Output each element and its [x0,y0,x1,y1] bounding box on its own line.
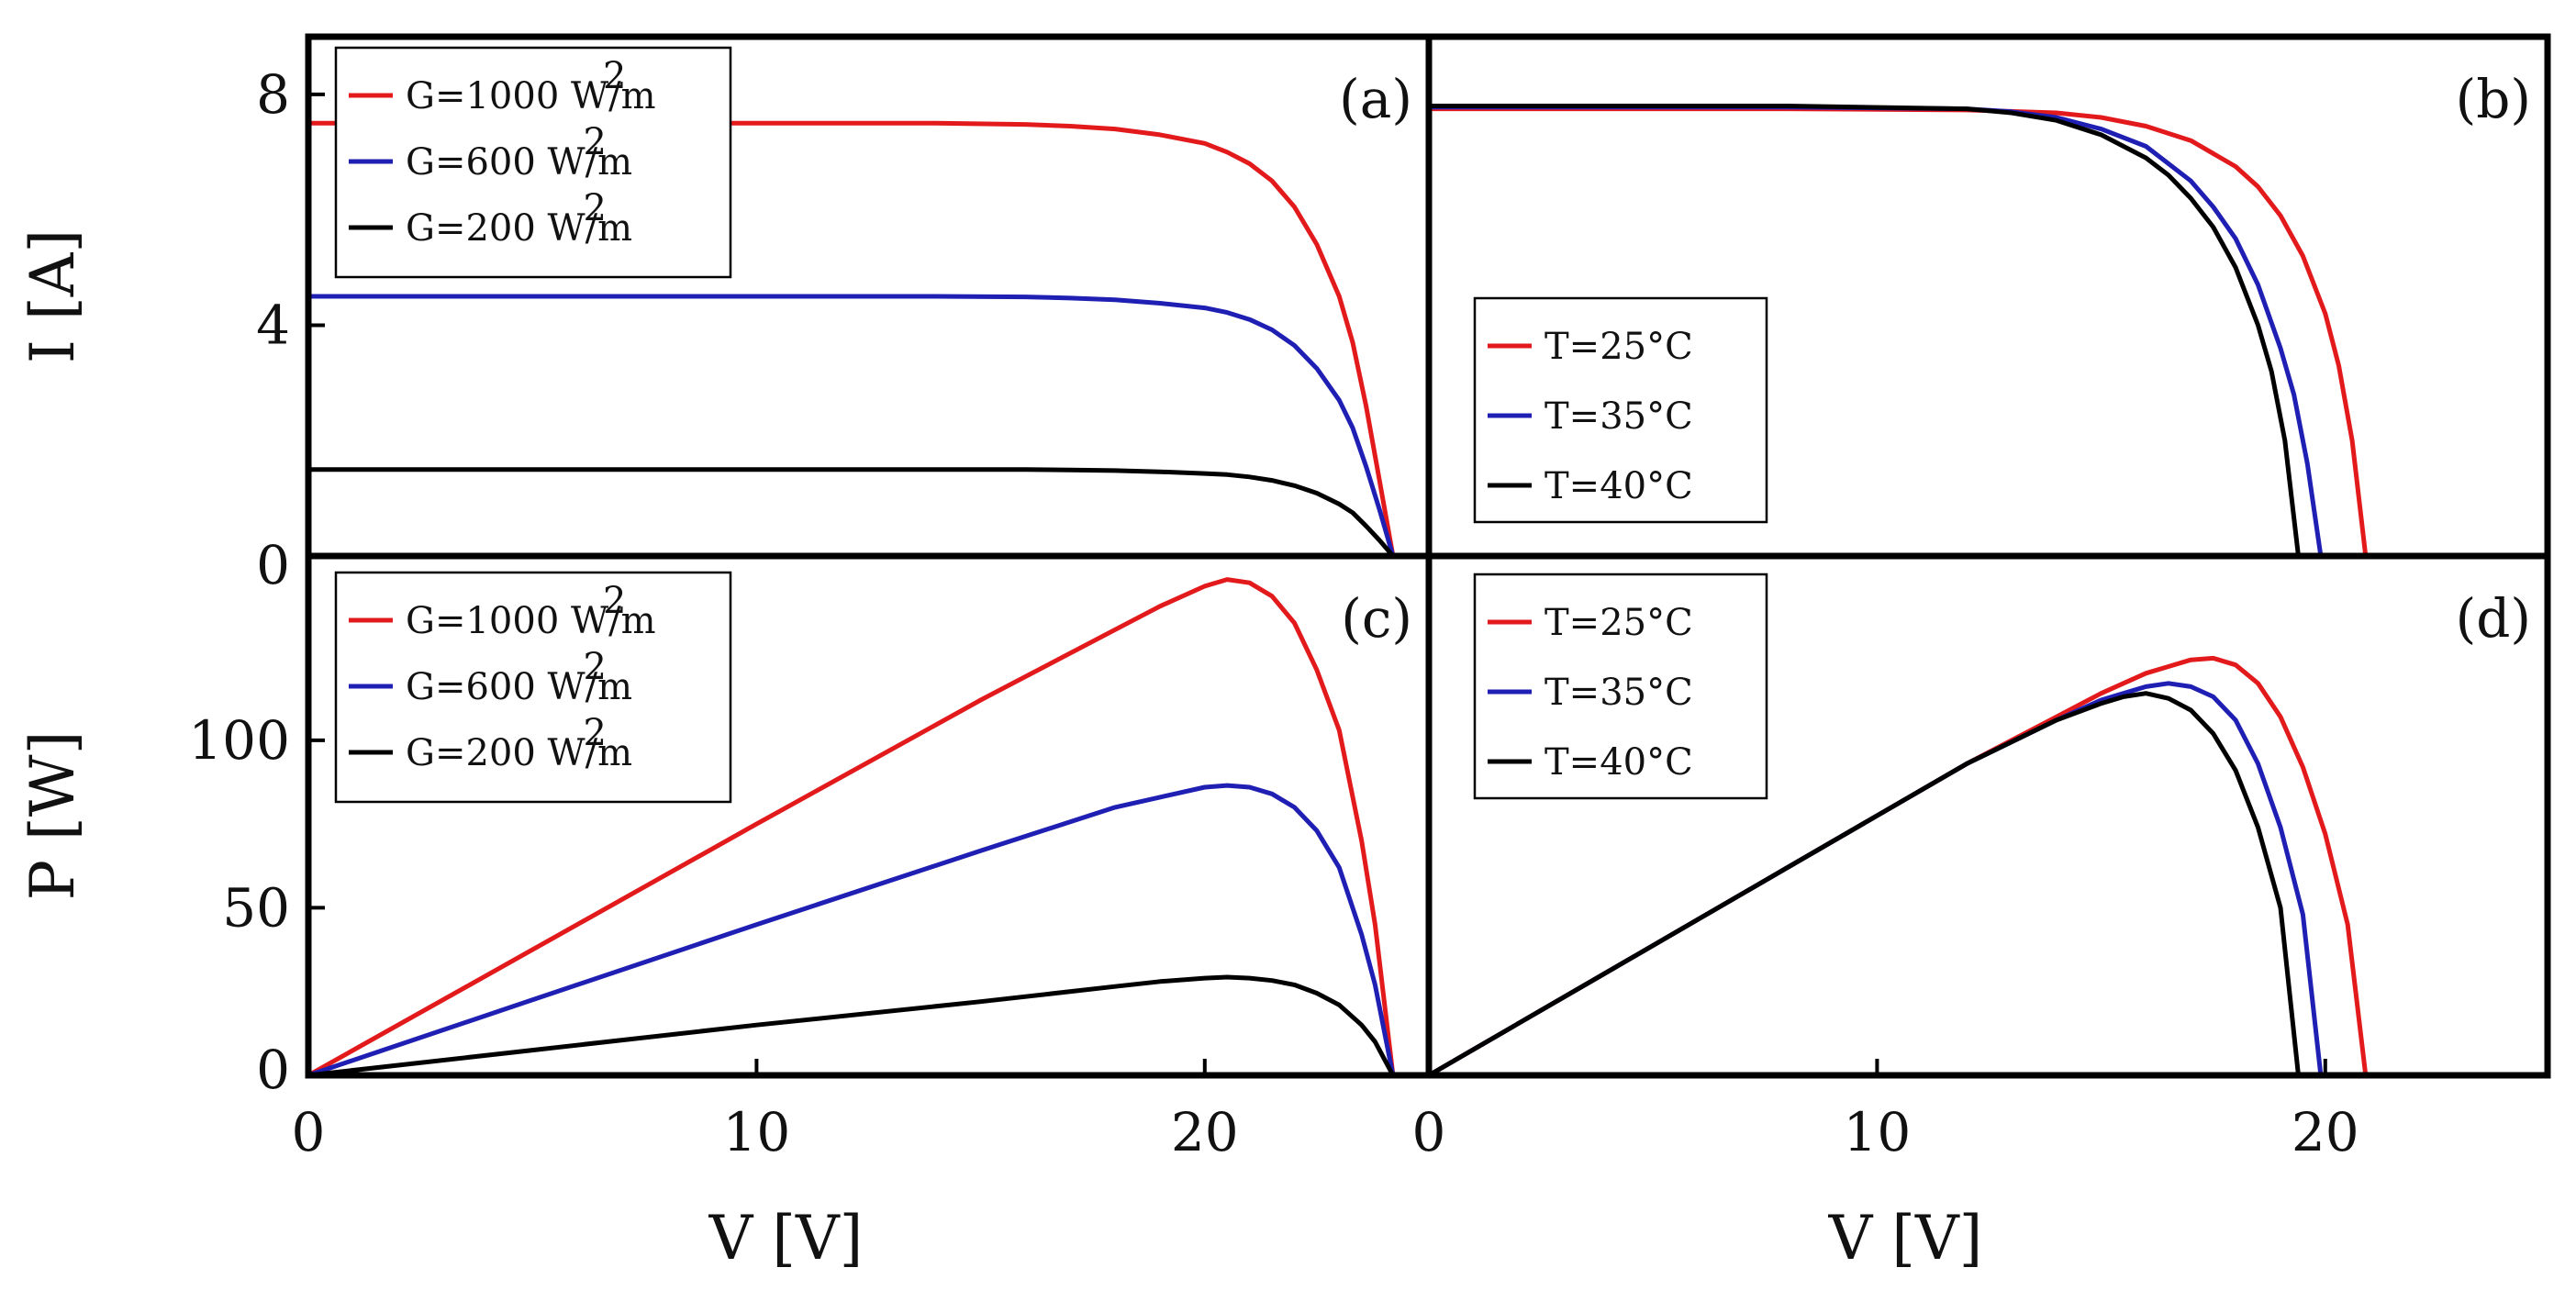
xtick-label-d: 0 [1412,1101,1446,1163]
legend-label-a-3: G=200 W/m [406,207,632,250]
ytick-label-c: 0 [256,1039,290,1101]
series-line-c-1 [306,577,1396,1078]
panel-label-c: (c) [1341,587,1412,650]
xtick-label-c: 20 [1171,1101,1239,1163]
legend-box-a [334,46,732,279]
series-line-b-3 [1426,104,2301,559]
legend-c: G=1000 W/m2G=600 W/m2G=200 W/m2 [334,571,732,804]
legend-label-a-2: G=600 W/m [406,141,632,183]
panel-b: (b) T=25°C T=35°C T=40°C [1426,68,2531,559]
legend-label-d-2: T=35°C [1544,672,1693,714]
legend-d: T=25°C T=35°C T=40°C [1473,573,1768,800]
legend-label-sup-c-1: 2 [603,580,626,622]
xtick-label-c: 0 [292,1101,326,1163]
legend-a: G=1000 W/m2G=600 W/m2G=200 W/m2 [334,46,732,279]
ytick-label-a: 4 [256,294,290,356]
legend-label-sup-a-2: 2 [584,121,607,163]
x-axis-label-c: V [V] [708,1203,864,1273]
x-axis-label-d: V [V] [1828,1203,1983,1273]
ytick-label-c: 50 [222,876,290,939]
panel-label-d: (d) [2456,587,2531,650]
legend-box-c [334,571,732,804]
legend-label-a-1: G=1000 W/m [406,75,656,117]
panel-label-b: (b) [2456,68,2531,130]
legend-b: T=25°C T=35°C T=40°C [1473,296,1768,524]
legend-label-c-2: G=600 W/m [406,666,632,708]
legend-label-sup-c-2: 2 [584,646,607,688]
legend-label-b-2: T=35°C [1544,395,1693,438]
legend-label-sup-a-3: 2 [584,187,607,229]
xtick-label-d: 10 [1843,1101,1911,1163]
legend-label-b-3: T=40°C [1544,465,1693,507]
xtick-label-d: 20 [2292,1101,2359,1163]
legend-label-c-3: G=200 W/m [406,732,632,774]
legend-label-sup-a-1: 2 [603,55,626,97]
ytick-label-a: 8 [256,63,290,126]
legend-label-b-1: T=25°C [1544,326,1693,368]
legend-label-sup-c-3: 2 [584,712,607,754]
legend-label-c-1: G=1000 W/m [406,600,656,642]
legend-label-d-3: T=40°C [1544,741,1693,784]
ytick-label-c: 100 [188,709,290,772]
panel-d: (d) 0 10 20 V [V] T=25°C T=35°C T=40°C [1412,573,2531,1273]
xtick-label-c: 10 [722,1101,790,1163]
legend-label-d-1: T=25°C [1544,602,1693,644]
y-axis-label-c: P [W] [17,731,88,901]
frames-layer [305,33,2551,1079]
series-line-a-2 [306,294,1396,559]
y-axis-label-a: I [A] [17,229,88,363]
series-line-c-2 [306,783,1396,1078]
panel-label-a: (a) [1339,68,1412,130]
series-line-a-3 [306,467,1396,559]
series-line-d-3 [1426,691,2301,1078]
series-line-c-3 [306,974,1396,1078]
ytick-label-a: 0 [256,534,290,596]
